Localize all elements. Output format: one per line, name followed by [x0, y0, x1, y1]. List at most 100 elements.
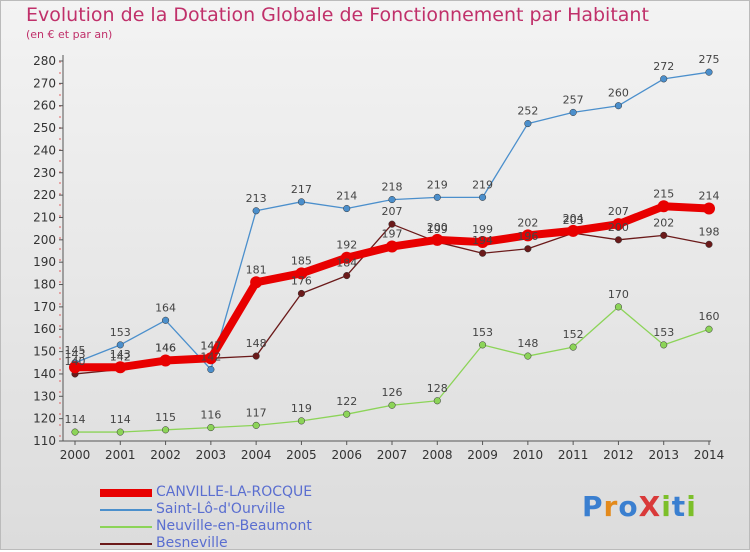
data-label: 114 [65, 413, 86, 426]
x-tick-label: 2002 [150, 448, 181, 462]
data-point [660, 231, 668, 239]
data-label: 185 [291, 254, 312, 267]
y-tick-label: 160 [33, 322, 56, 336]
data-point [479, 249, 487, 257]
data-label: 143 [110, 348, 131, 361]
y-tick-label: 260 [33, 99, 56, 113]
data-point [116, 341, 124, 349]
data-label: 260 [608, 87, 629, 100]
data-label: 115 [155, 411, 176, 424]
data-label: 207 [608, 205, 629, 218]
data-point [162, 316, 170, 324]
legend-swatch [100, 526, 152, 528]
data-label: 114 [110, 413, 131, 426]
data-point [705, 325, 713, 333]
data-point [116, 428, 124, 436]
data-point [343, 410, 351, 418]
data-point [703, 202, 715, 215]
data-label: 196 [517, 230, 538, 243]
data-point [569, 343, 577, 351]
data-label: 207 [382, 205, 403, 218]
data-point [524, 245, 532, 253]
data-label: 215 [653, 187, 674, 200]
data-point [705, 68, 713, 76]
data-label: 203 [563, 214, 584, 227]
y-tick-label: 120 [33, 412, 56, 426]
data-point [657, 200, 670, 213]
legend-swatch [100, 543, 152, 545]
data-point [524, 352, 532, 360]
chart-subtitle: (en € et par an) [26, 28, 113, 41]
data-label: 164 [155, 301, 176, 314]
data-label: 202 [517, 216, 538, 229]
data-label: 117 [246, 406, 267, 419]
data-point [476, 236, 489, 249]
data-label: 176 [291, 274, 312, 287]
data-label: 170 [608, 288, 629, 301]
x-tick-label: 2011 [558, 448, 589, 462]
data-label: 145 [65, 344, 86, 357]
data-point [524, 120, 532, 128]
x-tick-label: 2004 [241, 448, 272, 462]
data-point [388, 401, 396, 409]
data-label: 200 [608, 221, 629, 234]
y-tick-label: 220 [33, 188, 56, 202]
data-label: 199 [427, 223, 448, 236]
y-tick-label: 250 [33, 121, 56, 135]
data-point [343, 204, 351, 213]
data-label: 219 [427, 178, 448, 191]
x-tick-label: 2008 [422, 448, 453, 462]
y-tick-label: 150 [33, 345, 56, 359]
data-label: 204 [563, 212, 584, 225]
data-label: 219 [472, 178, 493, 191]
data-point [705, 240, 713, 248]
data-label: 153 [110, 326, 131, 339]
data-label: 257 [563, 93, 584, 106]
data-label: 116 [200, 409, 221, 422]
y-tick-label: 240 [33, 143, 56, 157]
y-tick-label: 130 [33, 389, 56, 403]
data-label: 147 [200, 339, 221, 352]
y-tick-label: 200 [33, 233, 56, 247]
data-label: 153 [653, 326, 674, 339]
data-label: 184 [336, 257, 357, 270]
y-tick-label: 140 [33, 367, 56, 381]
data-point [69, 361, 81, 374]
data-label: 181 [246, 263, 267, 276]
data-point [569, 108, 577, 116]
data-label: 213 [246, 192, 267, 205]
data-label: 142 [110, 350, 131, 363]
data-point [252, 207, 260, 215]
y-tick-label: 110 [33, 434, 56, 448]
data-point [521, 229, 534, 242]
x-tick-label: 2012 [603, 448, 634, 462]
x-tick-label: 2003 [196, 448, 227, 462]
data-point [114, 361, 127, 374]
data-label: 198 [699, 225, 720, 238]
data-label: 146 [155, 342, 176, 355]
data-point [297, 198, 305, 206]
legend-label: CANVILLE-LA-ROCQUE [156, 484, 313, 500]
data-label: 140 [65, 355, 86, 368]
x-tick-label: 2006 [331, 448, 362, 462]
data-label: 272 [653, 60, 674, 73]
data-point [386, 240, 398, 253]
legend-swatch [100, 489, 152, 497]
data-label: 214 [699, 190, 720, 203]
y-tick-label: 210 [33, 210, 56, 224]
y-tick-label: 170 [33, 300, 56, 314]
proxiti-logo: ProXiti [582, 490, 697, 523]
data-point [479, 193, 487, 201]
data-point [343, 272, 351, 280]
data-label: 143 [65, 348, 86, 361]
y-tick-label: 230 [33, 166, 56, 180]
data-point [207, 424, 215, 432]
x-tick-label: 2000 [60, 448, 91, 462]
data-label: 142 [200, 350, 221, 363]
data-label: 197 [382, 228, 403, 241]
data-point [614, 102, 622, 110]
data-point [388, 196, 396, 204]
data-label: 217 [291, 183, 312, 196]
data-point [297, 417, 305, 425]
